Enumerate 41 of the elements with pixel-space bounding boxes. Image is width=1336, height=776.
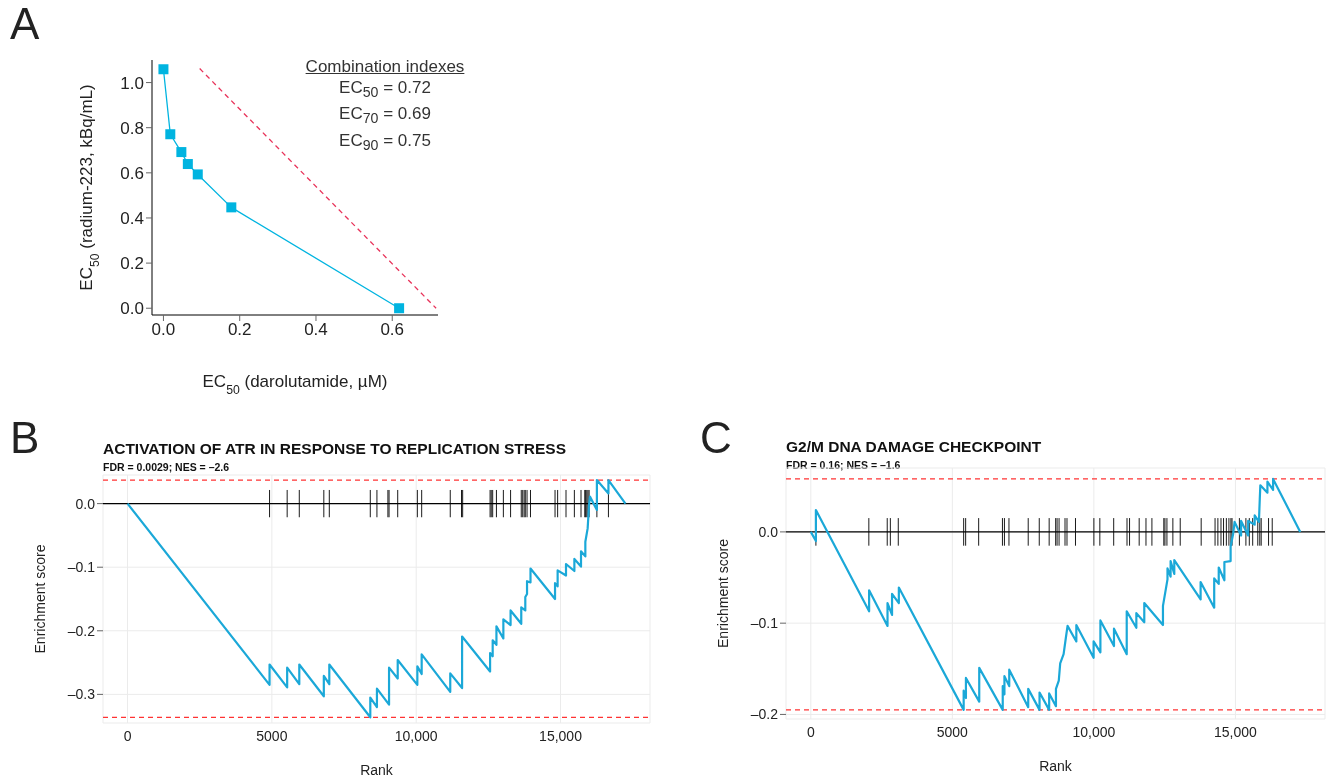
annotation: EC$_{50}$ = 0.72 [338, 77, 432, 103]
text: B [10, 413, 40, 462]
y-tick-label: 0.0 [120, 299, 144, 319]
y-axis-title: Enrichment score [715, 538, 731, 648]
x-tick-label: 0.0 [151, 320, 176, 340]
x-axis-title: Rank [360, 762, 394, 776]
x-tick-label: 5000 [936, 723, 969, 740]
x-tick-label: 5000 [256, 727, 288, 744]
y-tick-label: 0.2 [120, 254, 144, 274]
y-tick-label: –0.2 [67, 622, 96, 639]
x-axis-title: Rank [1039, 758, 1073, 774]
y-tick-label: 1.0 [120, 73, 144, 93]
x-tick-label: 0.4 [304, 320, 328, 340]
x-axis-title: EC$_{50}$ (darolutamide, µM) [202, 372, 388, 397]
annotation: Combination indexes [304, 56, 466, 77]
chart-subtitle: FDR = 0.0029; NES = –2.6 [103, 461, 230, 473]
x-tick-label: 15,000 [1214, 723, 1258, 740]
x-tick-label: 0.2 [227, 320, 252, 340]
x-tick-label: 0.6 [380, 320, 405, 340]
y-tick-label: 0.6 [120, 163, 144, 183]
y-tick-label: –0.1 [67, 559, 96, 576]
y-axis-title: Enrichment score [32, 544, 48, 654]
text: A [10, 0, 40, 48]
text: C [700, 413, 732, 462]
x-tick-label: 15,000 [539, 727, 583, 744]
x-tick-label: 0 [806, 723, 815, 740]
annotation: EC$_{90}$ = 0.75 [338, 129, 432, 156]
y-tick-label: 0.0 [75, 495, 96, 512]
y-tick-label: 0.4 [120, 209, 144, 228]
y-tick-label: 0.0 [758, 523, 779, 540]
annotation: EC$_{70}$ = 0.69 [338, 103, 432, 129]
x-tick-label: 10,000 [394, 727, 438, 744]
chart-subtitle: FDR = 0.16; NES = –1.6 [786, 459, 901, 471]
y-tick-label: –0.3 [67, 686, 96, 703]
x-tick-label: 0 [123, 727, 132, 744]
y-tick-label: 0.8 [120, 118, 144, 138]
y-tick-label: –0.1 [750, 615, 779, 632]
chart-title: G2/M DNA DAMAGE CHECKPOINT [786, 438, 1042, 456]
chart-title: ACTIVATION OF ATR IN RESPONSE TO REPLICATION STRESS [103, 440, 567, 458]
x-tick-label: 10,000 [1072, 723, 1116, 740]
y-tick-label: –0.2 [750, 706, 779, 723]
